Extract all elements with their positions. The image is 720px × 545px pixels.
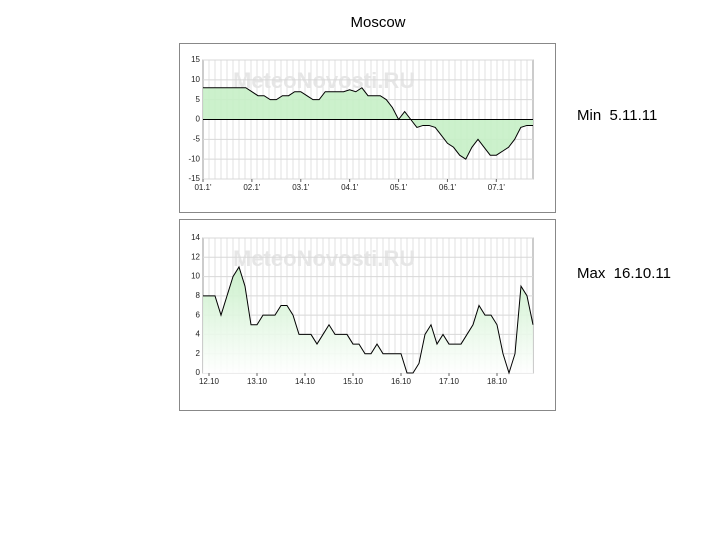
y-tick-label: 0 (196, 368, 201, 377)
y-tick-label: 10 (191, 272, 200, 281)
area (203, 87, 533, 160)
y-tick-label: 15 (191, 55, 200, 64)
y-tick-label: 6 (196, 310, 201, 319)
x-tick-label: 01.1' (194, 183, 212, 192)
line (203, 87, 533, 160)
x-tick-label: 12.10 (199, 377, 220, 386)
y-tick-label: -5 (193, 134, 201, 143)
x-tick-label: 03.1' (292, 183, 310, 192)
x-tick-label: 16.10 (391, 377, 412, 386)
line (203, 265, 534, 375)
y-tick-label: 0 (196, 115, 201, 124)
x-tick-label: 17.10 (439, 377, 460, 386)
annotation: Max 16.10.11 (577, 265, 671, 282)
x-tick-label: 04.1' (341, 183, 359, 192)
y-tick-label: 5 (196, 95, 201, 104)
y-tick-label: 14 (191, 233, 200, 242)
y-tick-label: 12 (191, 252, 200, 261)
x-tick-label: 18.10 (487, 377, 508, 386)
x-tick-label: 07.1' (488, 183, 506, 192)
y-tick-label: 8 (196, 291, 201, 300)
area (203, 266, 533, 373)
y-tick-label: -15 (188, 174, 200, 183)
x-tick-label: 14.10 (295, 377, 316, 386)
x-tick-label: 02.1' (243, 183, 261, 192)
y-tick-label: 2 (196, 349, 201, 358)
watermark: MeteoNovosti.RU (233, 246, 415, 271)
y-tick-label: -10 (188, 154, 200, 163)
x-tick-label: 06.1' (439, 183, 457, 192)
annotation: Min 5.11.11 (577, 107, 657, 124)
y-tick-label: 4 (196, 330, 201, 339)
x-tick-label: 05.1' (390, 183, 408, 192)
x-tick-label: 15.10 (343, 377, 364, 386)
page-title: Moscow (350, 14, 405, 31)
y-tick-label: 10 (191, 75, 200, 84)
x-tick-label: 13.10 (247, 377, 268, 386)
